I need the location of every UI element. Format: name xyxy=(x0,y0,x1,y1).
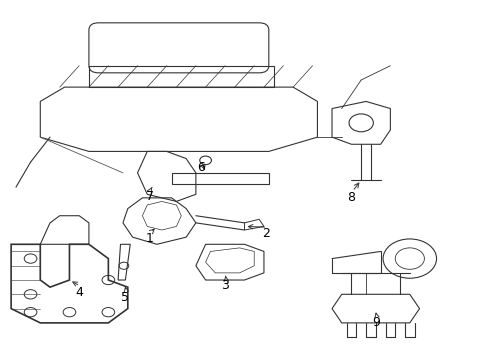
Text: 5: 5 xyxy=(121,291,129,305)
Text: 6: 6 xyxy=(196,161,204,174)
Text: 8: 8 xyxy=(347,192,355,204)
Text: 3: 3 xyxy=(221,279,228,292)
Text: 2: 2 xyxy=(262,227,270,240)
Text: 4: 4 xyxy=(75,286,83,299)
Text: 7: 7 xyxy=(145,190,153,203)
Text: 1: 1 xyxy=(145,233,153,246)
Text: 9: 9 xyxy=(371,316,379,329)
